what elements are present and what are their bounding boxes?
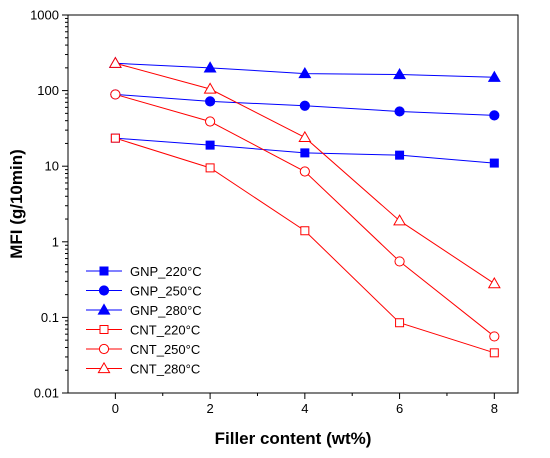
- legend-marker: [97, 361, 111, 374]
- legend-label: CNT_250°C: [130, 342, 200, 357]
- legend-label: GNP_220°C: [130, 264, 202, 279]
- series-line: [115, 93, 495, 337]
- series-CNT_280°C: [108, 56, 501, 289]
- data-point: [110, 133, 120, 143]
- data-point: [299, 166, 310, 177]
- plot-frame: [67, 14, 519, 394]
- data-point: [205, 96, 216, 107]
- x-tick-label: 8: [491, 401, 498, 416]
- x-tick-label: 6: [396, 401, 403, 416]
- legend: GNP_220°C GNP_250°C GNP_280°C CNT_220°C CNT_…: [86, 264, 202, 377]
- data-point: [298, 66, 312, 79]
- legend-marker: [98, 285, 110, 296]
- data-point: [205, 140, 215, 150]
- data-point: [203, 61, 217, 73]
- legend-marker: [97, 303, 111, 315]
- legend-item: CNT_280°C: [86, 362, 200, 377]
- x-tick-label: 4: [301, 401, 308, 416]
- legend-item: GNP_280°C: [86, 303, 202, 318]
- data-point: [395, 150, 405, 160]
- legend-item: CNT_250°C: [86, 342, 200, 357]
- data-point: [489, 348, 499, 358]
- data-point: [489, 158, 499, 168]
- legend-label: CNT_220°C: [130, 323, 200, 338]
- legend-item: CNT_220°C: [86, 323, 200, 338]
- data-point: [395, 318, 405, 328]
- data-point: [298, 130, 312, 143]
- data-point: [108, 56, 122, 68]
- data-point: [205, 163, 215, 173]
- y-tick-label: 100: [37, 83, 59, 98]
- data-point: [300, 148, 310, 158]
- y-tick-label: 10: [45, 159, 59, 174]
- legend-label: GNP_280°C: [130, 303, 202, 318]
- series-GNP_250°C: [110, 89, 500, 121]
- series-layer: [108, 56, 501, 358]
- data-point: [393, 67, 407, 80]
- data-point: [205, 116, 216, 127]
- data-point: [487, 70, 501, 82]
- legend-marker: [99, 266, 109, 276]
- data-point: [110, 89, 121, 100]
- legend-item: GNP_250°C: [86, 284, 202, 299]
- legend-label: GNP_250°C: [130, 284, 202, 299]
- data-point: [203, 82, 217, 94]
- data-point: [393, 214, 407, 226]
- x-tick-label: 0: [112, 401, 119, 416]
- data-point: [299, 100, 310, 111]
- y-tick-label: 0.01: [34, 386, 59, 401]
- legend-marker: [98, 343, 110, 355]
- legend-marker: [99, 325, 109, 334]
- y-tick-label: 1: [52, 234, 59, 249]
- series-CNT_250°C: [110, 89, 500, 342]
- data-point: [487, 276, 501, 289]
- y-tick-label: 0.1: [41, 310, 59, 325]
- y-tick-label: 1000: [30, 8, 59, 23]
- data-point: [489, 110, 500, 121]
- y-axis-title: MFI (g/10min): [7, 149, 26, 259]
- x-axis-title: Filler content (wt%): [215, 429, 372, 448]
- series-CNT_220°C: [110, 133, 499, 358]
- data-point: [300, 226, 310, 236]
- data-point: [394, 256, 405, 267]
- data-point: [394, 106, 405, 117]
- data-point: [489, 331, 500, 342]
- axes: 0 2 4 6 8 0.01 0.1 1 10 100 1000: [30, 8, 519, 416]
- x-tick-label: 2: [206, 401, 213, 416]
- legend-label: CNT_280°C: [130, 362, 200, 377]
- legend-item: GNP_220°C: [86, 264, 202, 279]
